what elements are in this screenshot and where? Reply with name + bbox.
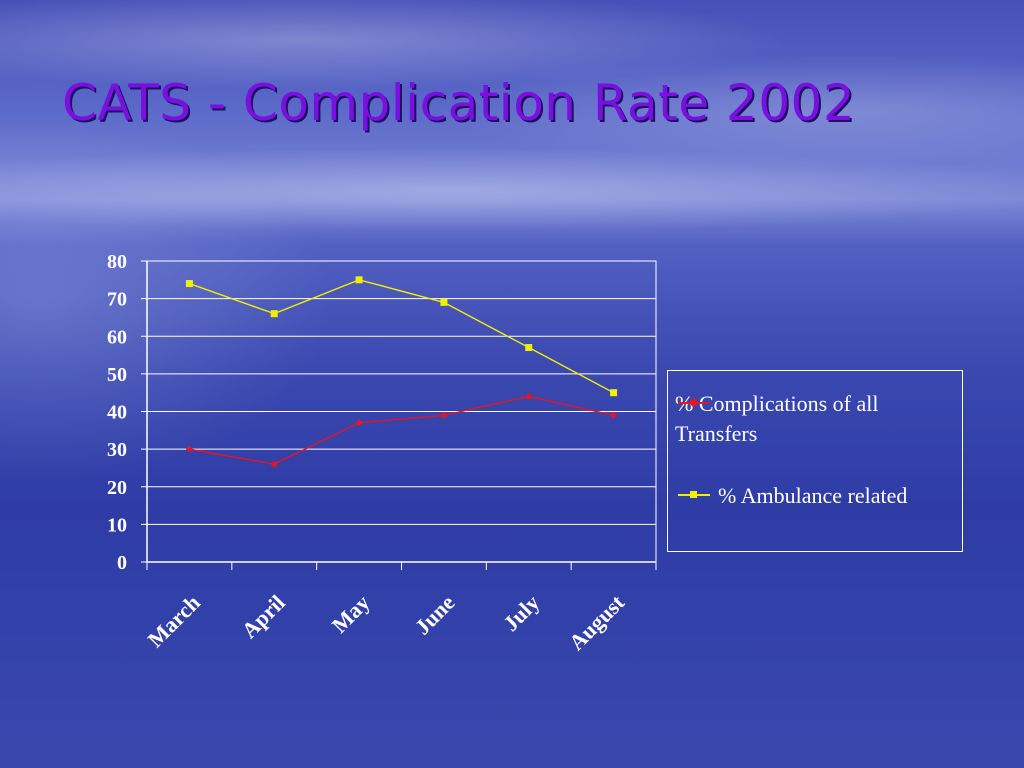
data-point — [355, 419, 363, 427]
y-tick-label: 20 — [107, 477, 127, 499]
y-tick-label: 70 — [107, 289, 127, 311]
legend-label-ambulance: % Ambulance related — [718, 483, 908, 508]
x-tick-label: May — [327, 590, 375, 638]
data-point — [610, 411, 618, 419]
y-tick-label: 50 — [107, 364, 127, 386]
legend-label-complications: % Complications of all Transfers — [675, 391, 879, 446]
data-point — [610, 389, 618, 397]
legend-swatch-complications — [678, 397, 710, 408]
x-tick-label: August — [564, 589, 630, 655]
x-tick-label: March — [143, 590, 205, 652]
slide-title: CATS - Complication Rate 2002 — [62, 74, 856, 132]
y-tick-label: 80 — [107, 251, 127, 273]
data-point — [185, 445, 193, 453]
y-tick-label: 40 — [107, 402, 127, 424]
legend-swatch-ambulance — [678, 491, 710, 498]
data-point — [185, 280, 193, 288]
data-point — [525, 392, 533, 400]
y-tick-label: 10 — [107, 514, 127, 536]
x-tick-label: April — [237, 590, 290, 643]
y-tick-label: 30 — [107, 439, 127, 461]
x-tick-label: June — [410, 590, 460, 640]
data-point — [440, 298, 448, 306]
x-tick-label: July — [498, 590, 544, 636]
y-tick-label: 0 — [117, 552, 127, 574]
chart-legend: % Complications of all Transfers % Ambul… — [667, 370, 963, 552]
legend-item-ambulance: % Ambulance related — [668, 481, 907, 511]
data-point — [440, 411, 448, 419]
y-tick-label: 60 — [107, 326, 127, 348]
data-point — [355, 276, 363, 284]
data-point — [270, 310, 278, 318]
series-line-1 — [189, 395, 614, 465]
series-line-2 — [189, 279, 614, 394]
data-point — [270, 460, 278, 468]
legend-item-complications: % Complications of all Transfers — [668, 389, 925, 449]
data-point — [525, 344, 533, 352]
